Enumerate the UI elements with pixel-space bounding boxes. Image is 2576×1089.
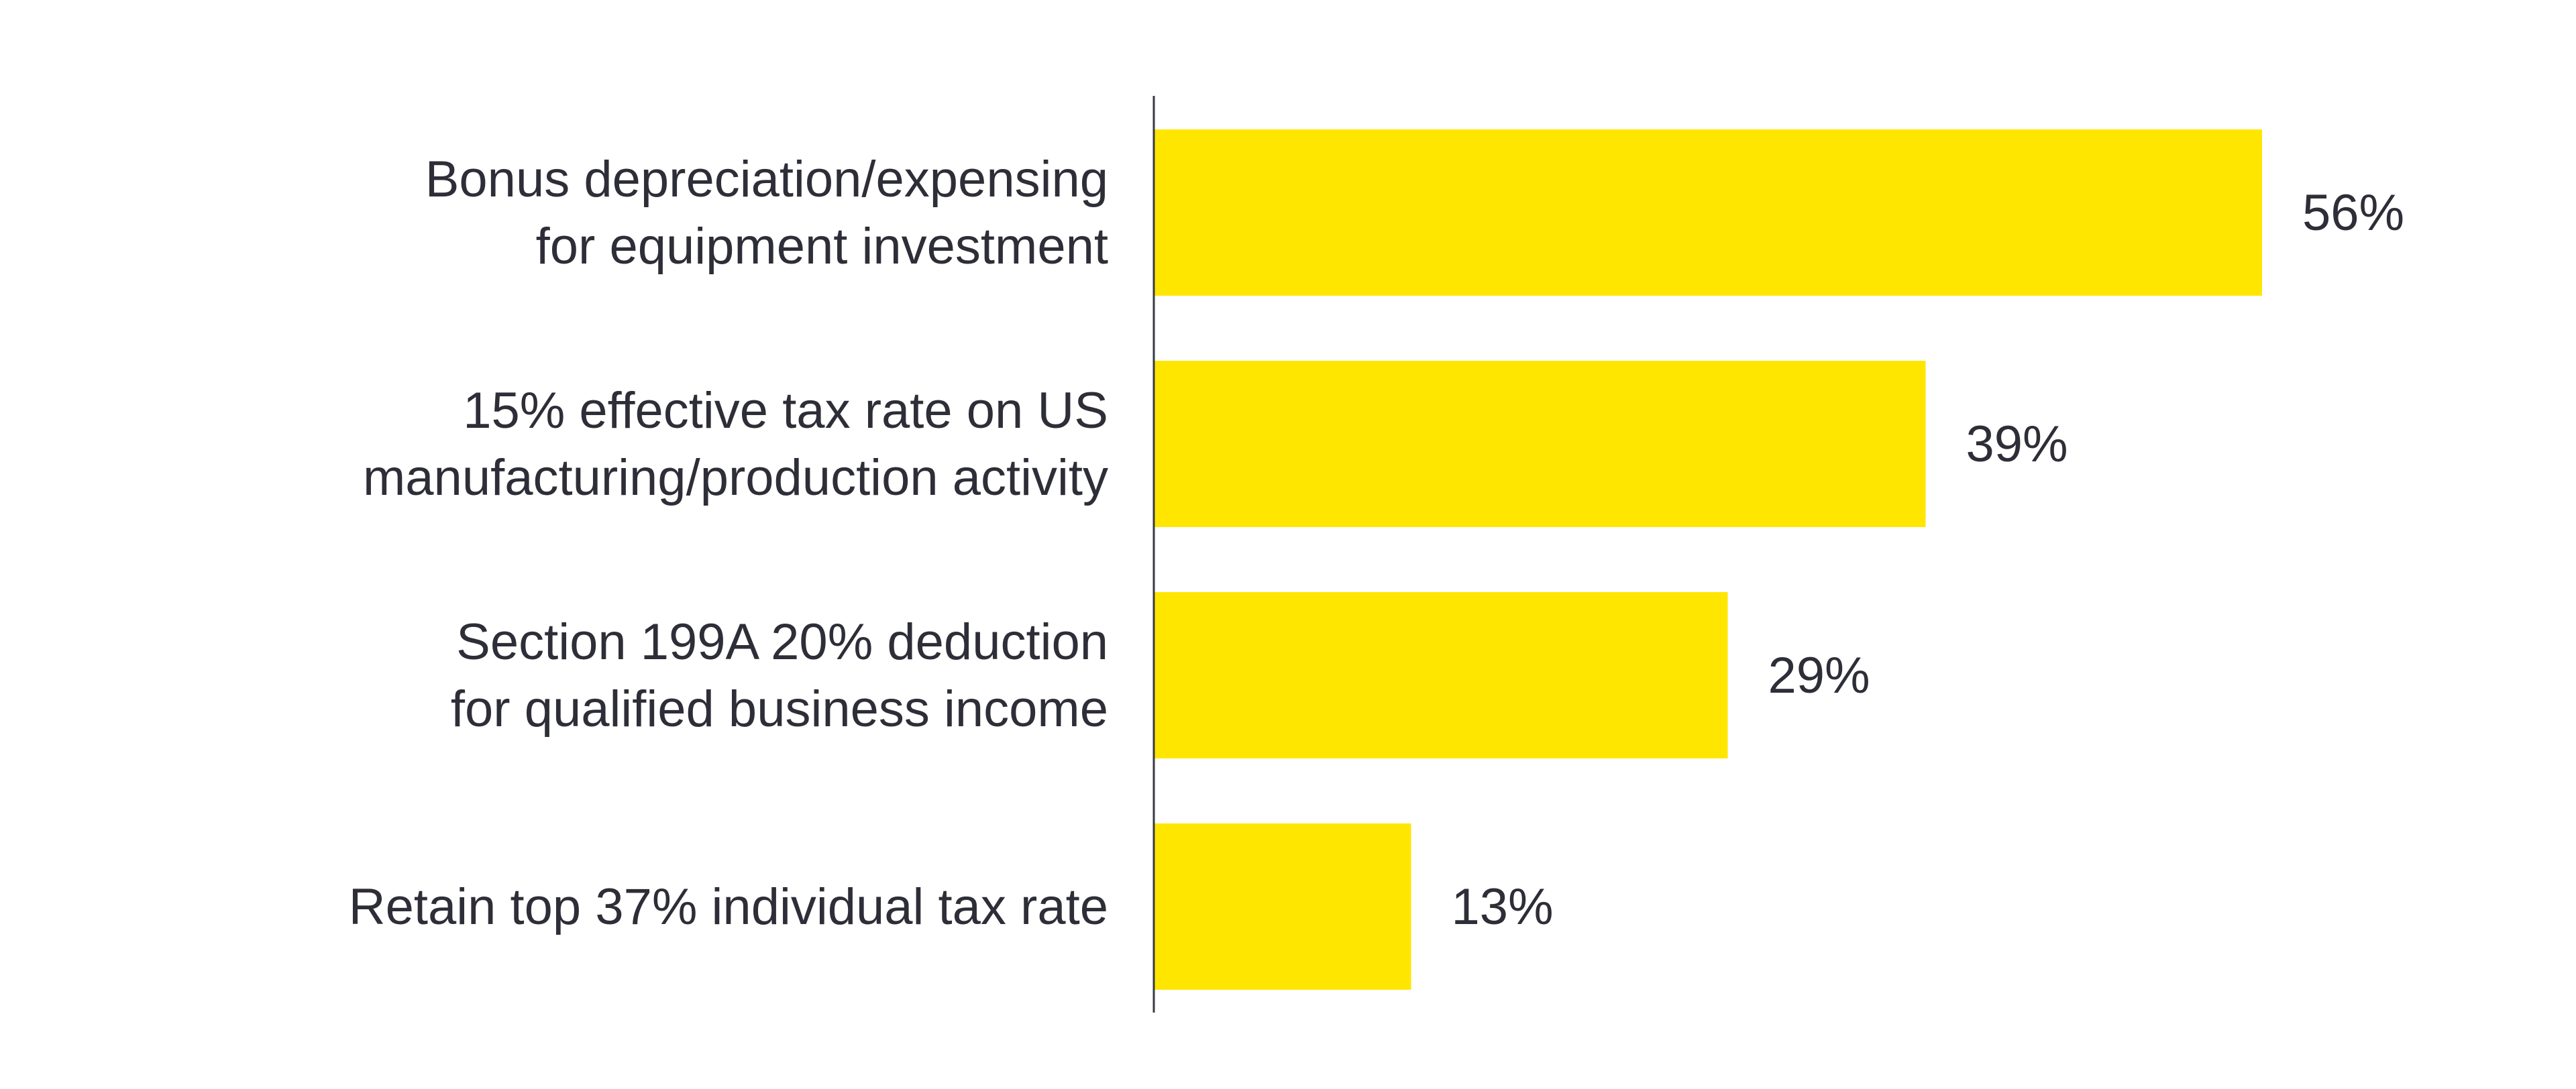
- bar-2: [1154, 592, 1728, 758]
- category-label-3: Retain top 37% individual tax rate: [349, 878, 1108, 935]
- category-label-0-line-0: Bonus depreciation/expensing: [425, 151, 1108, 208]
- bar-3: [1154, 823, 1411, 990]
- bar-0: [1154, 129, 2262, 296]
- category-label-1-line-1: manufacturing/production activity: [363, 449, 1108, 506]
- bars-group: [1154, 129, 2262, 990]
- category-label-2-line-1: for qualified business income: [451, 681, 1108, 738]
- category-label-0-line-1: for equipment investment: [536, 218, 1108, 275]
- category-label-2-line-0: Section 199A 20% deduction: [456, 614, 1108, 671]
- value-label-1: 39%: [1966, 416, 2068, 473]
- category-label-3-line-0: Retain top 37% individual tax rate: [349, 878, 1108, 935]
- value-labels-group: 56% 39% 29% 13%: [1452, 184, 2405, 935]
- category-label-1: 15% effective tax rate on US manufacturin…: [363, 382, 1108, 506]
- value-label-2: 29%: [1768, 647, 1870, 704]
- bar-1: [1154, 361, 1926, 527]
- category-label-2: Section 199A 20% deduction for qualified …: [451, 614, 1108, 738]
- category-label-0: Bonus depreciation/expensing for equipmen…: [425, 151, 1108, 275]
- value-label-3: 13%: [1452, 878, 1554, 935]
- category-labels-group: Bonus depreciation/expensing for equipmen…: [349, 151, 1108, 935]
- category-label-1-line-0: 15% effective tax rate on US: [463, 382, 1108, 439]
- value-label-0: 56%: [2302, 184, 2404, 241]
